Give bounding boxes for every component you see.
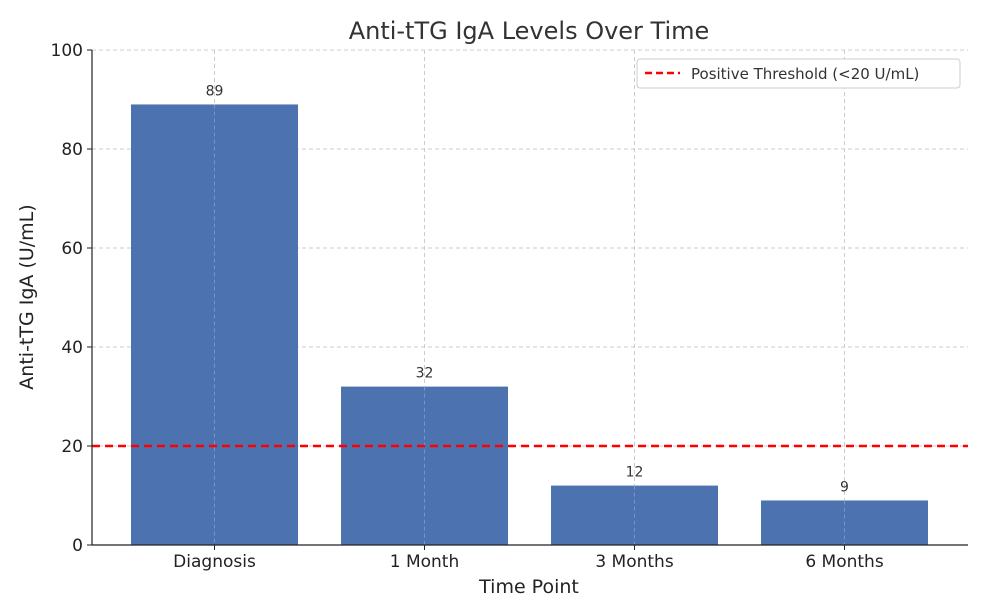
- legend-box: [636, 58, 961, 89]
- threshold-line-group: [92, 104, 968, 545]
- x-axis-label: Time Point: [478, 576, 579, 598]
- bar-6-months: [761, 500, 928, 545]
- bar-1-month: [341, 386, 508, 545]
- data-label: 9: [840, 479, 849, 495]
- bar-diagnosis: [131, 104, 298, 545]
- x-tick-label: Diagnosis: [173, 552, 256, 572]
- y-tick-label: 80: [61, 140, 83, 160]
- y-tick-label: 20: [61, 437, 83, 457]
- legend: Positive Threshold (<20 U/mL): [636, 58, 961, 89]
- x-tick-label: 3 Months: [595, 552, 674, 572]
- axes: 0 20 40 60 80 100 Diagnosis 1 Month 3 Months 6 Mo…: [51, 41, 968, 572]
- y-tick-label: 100: [51, 41, 83, 61]
- y-tick-label: 0: [72, 536, 83, 556]
- y-tick-label: 60: [61, 239, 83, 259]
- legend-threshold-label: Positive Threshold (<20 U/mL): [691, 65, 919, 83]
- data-label: 12: [626, 465, 644, 481]
- bar-3-months: [551, 485, 718, 545]
- y-tick-label: 40: [61, 338, 83, 358]
- x-tick-label: 1 Month: [390, 552, 460, 572]
- data-label: 89: [206, 83, 224, 99]
- y-axis-label: Anti-tTG IgA (U/mL): [16, 204, 38, 389]
- chart-title: Anti-tTG IgA Levels Over Time: [349, 17, 710, 45]
- x-tick-label: 6 Months: [805, 552, 884, 572]
- bars: 89 32 12 9: [131, 83, 928, 545]
- data-label: 32: [416, 366, 434, 382]
